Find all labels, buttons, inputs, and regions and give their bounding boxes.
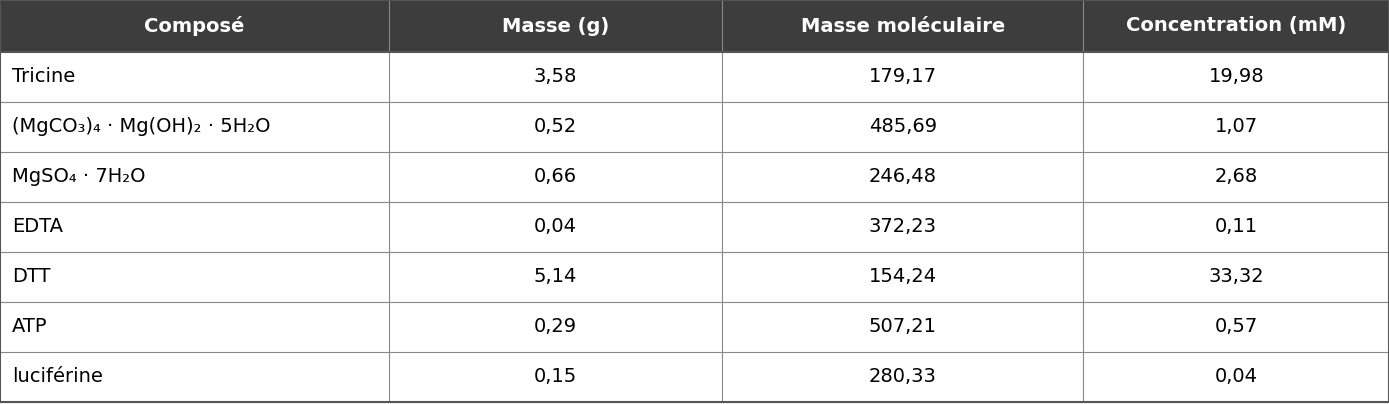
Text: 372,23: 372,23 bbox=[870, 217, 936, 236]
Text: 33,32: 33,32 bbox=[1208, 267, 1264, 286]
Text: EDTA: EDTA bbox=[13, 217, 63, 236]
Text: 19,98: 19,98 bbox=[1208, 67, 1264, 86]
Text: 0,52: 0,52 bbox=[533, 118, 578, 137]
Text: 485,69: 485,69 bbox=[868, 118, 938, 137]
Text: Concentration (mM): Concentration (mM) bbox=[1126, 17, 1346, 36]
Text: 0,11: 0,11 bbox=[1214, 217, 1258, 236]
Text: 0,57: 0,57 bbox=[1214, 318, 1258, 337]
Bar bbox=[0, 302, 1389, 352]
Text: Composé: Composé bbox=[144, 16, 244, 36]
Text: Tricine: Tricine bbox=[13, 67, 75, 86]
Bar bbox=[0, 52, 1389, 102]
Text: DTT: DTT bbox=[13, 267, 50, 286]
Text: 2,68: 2,68 bbox=[1214, 168, 1258, 187]
Text: Masse (g): Masse (g) bbox=[501, 17, 610, 36]
Bar bbox=[0, 102, 1389, 152]
Text: (MgCO₃)₄ · Mg(OH)₂ · 5H₂O: (MgCO₃)₄ · Mg(OH)₂ · 5H₂O bbox=[13, 118, 271, 137]
Text: 0,04: 0,04 bbox=[1215, 368, 1257, 387]
Text: ATP: ATP bbox=[13, 318, 47, 337]
Text: 280,33: 280,33 bbox=[870, 368, 936, 387]
Text: 507,21: 507,21 bbox=[870, 318, 936, 337]
Text: 0,66: 0,66 bbox=[533, 168, 578, 187]
Text: 0,15: 0,15 bbox=[533, 368, 578, 387]
Text: 0,29: 0,29 bbox=[533, 318, 578, 337]
Text: 1,07: 1,07 bbox=[1214, 118, 1258, 137]
Bar bbox=[0, 252, 1389, 302]
Text: 0,04: 0,04 bbox=[535, 217, 576, 236]
Text: 5,14: 5,14 bbox=[533, 267, 578, 286]
Text: Masse moléculaire: Masse moléculaire bbox=[800, 17, 1006, 36]
Text: 179,17: 179,17 bbox=[870, 67, 936, 86]
Text: 3,58: 3,58 bbox=[533, 67, 578, 86]
Bar bbox=[0, 202, 1389, 252]
Bar bbox=[0, 0, 1389, 52]
Bar bbox=[0, 152, 1389, 202]
Text: luciférine: luciférine bbox=[13, 368, 103, 387]
Text: MgSO₄ · 7H₂O: MgSO₄ · 7H₂O bbox=[13, 168, 146, 187]
Bar bbox=[0, 352, 1389, 402]
Text: 246,48: 246,48 bbox=[870, 168, 936, 187]
Text: 154,24: 154,24 bbox=[868, 267, 938, 286]
